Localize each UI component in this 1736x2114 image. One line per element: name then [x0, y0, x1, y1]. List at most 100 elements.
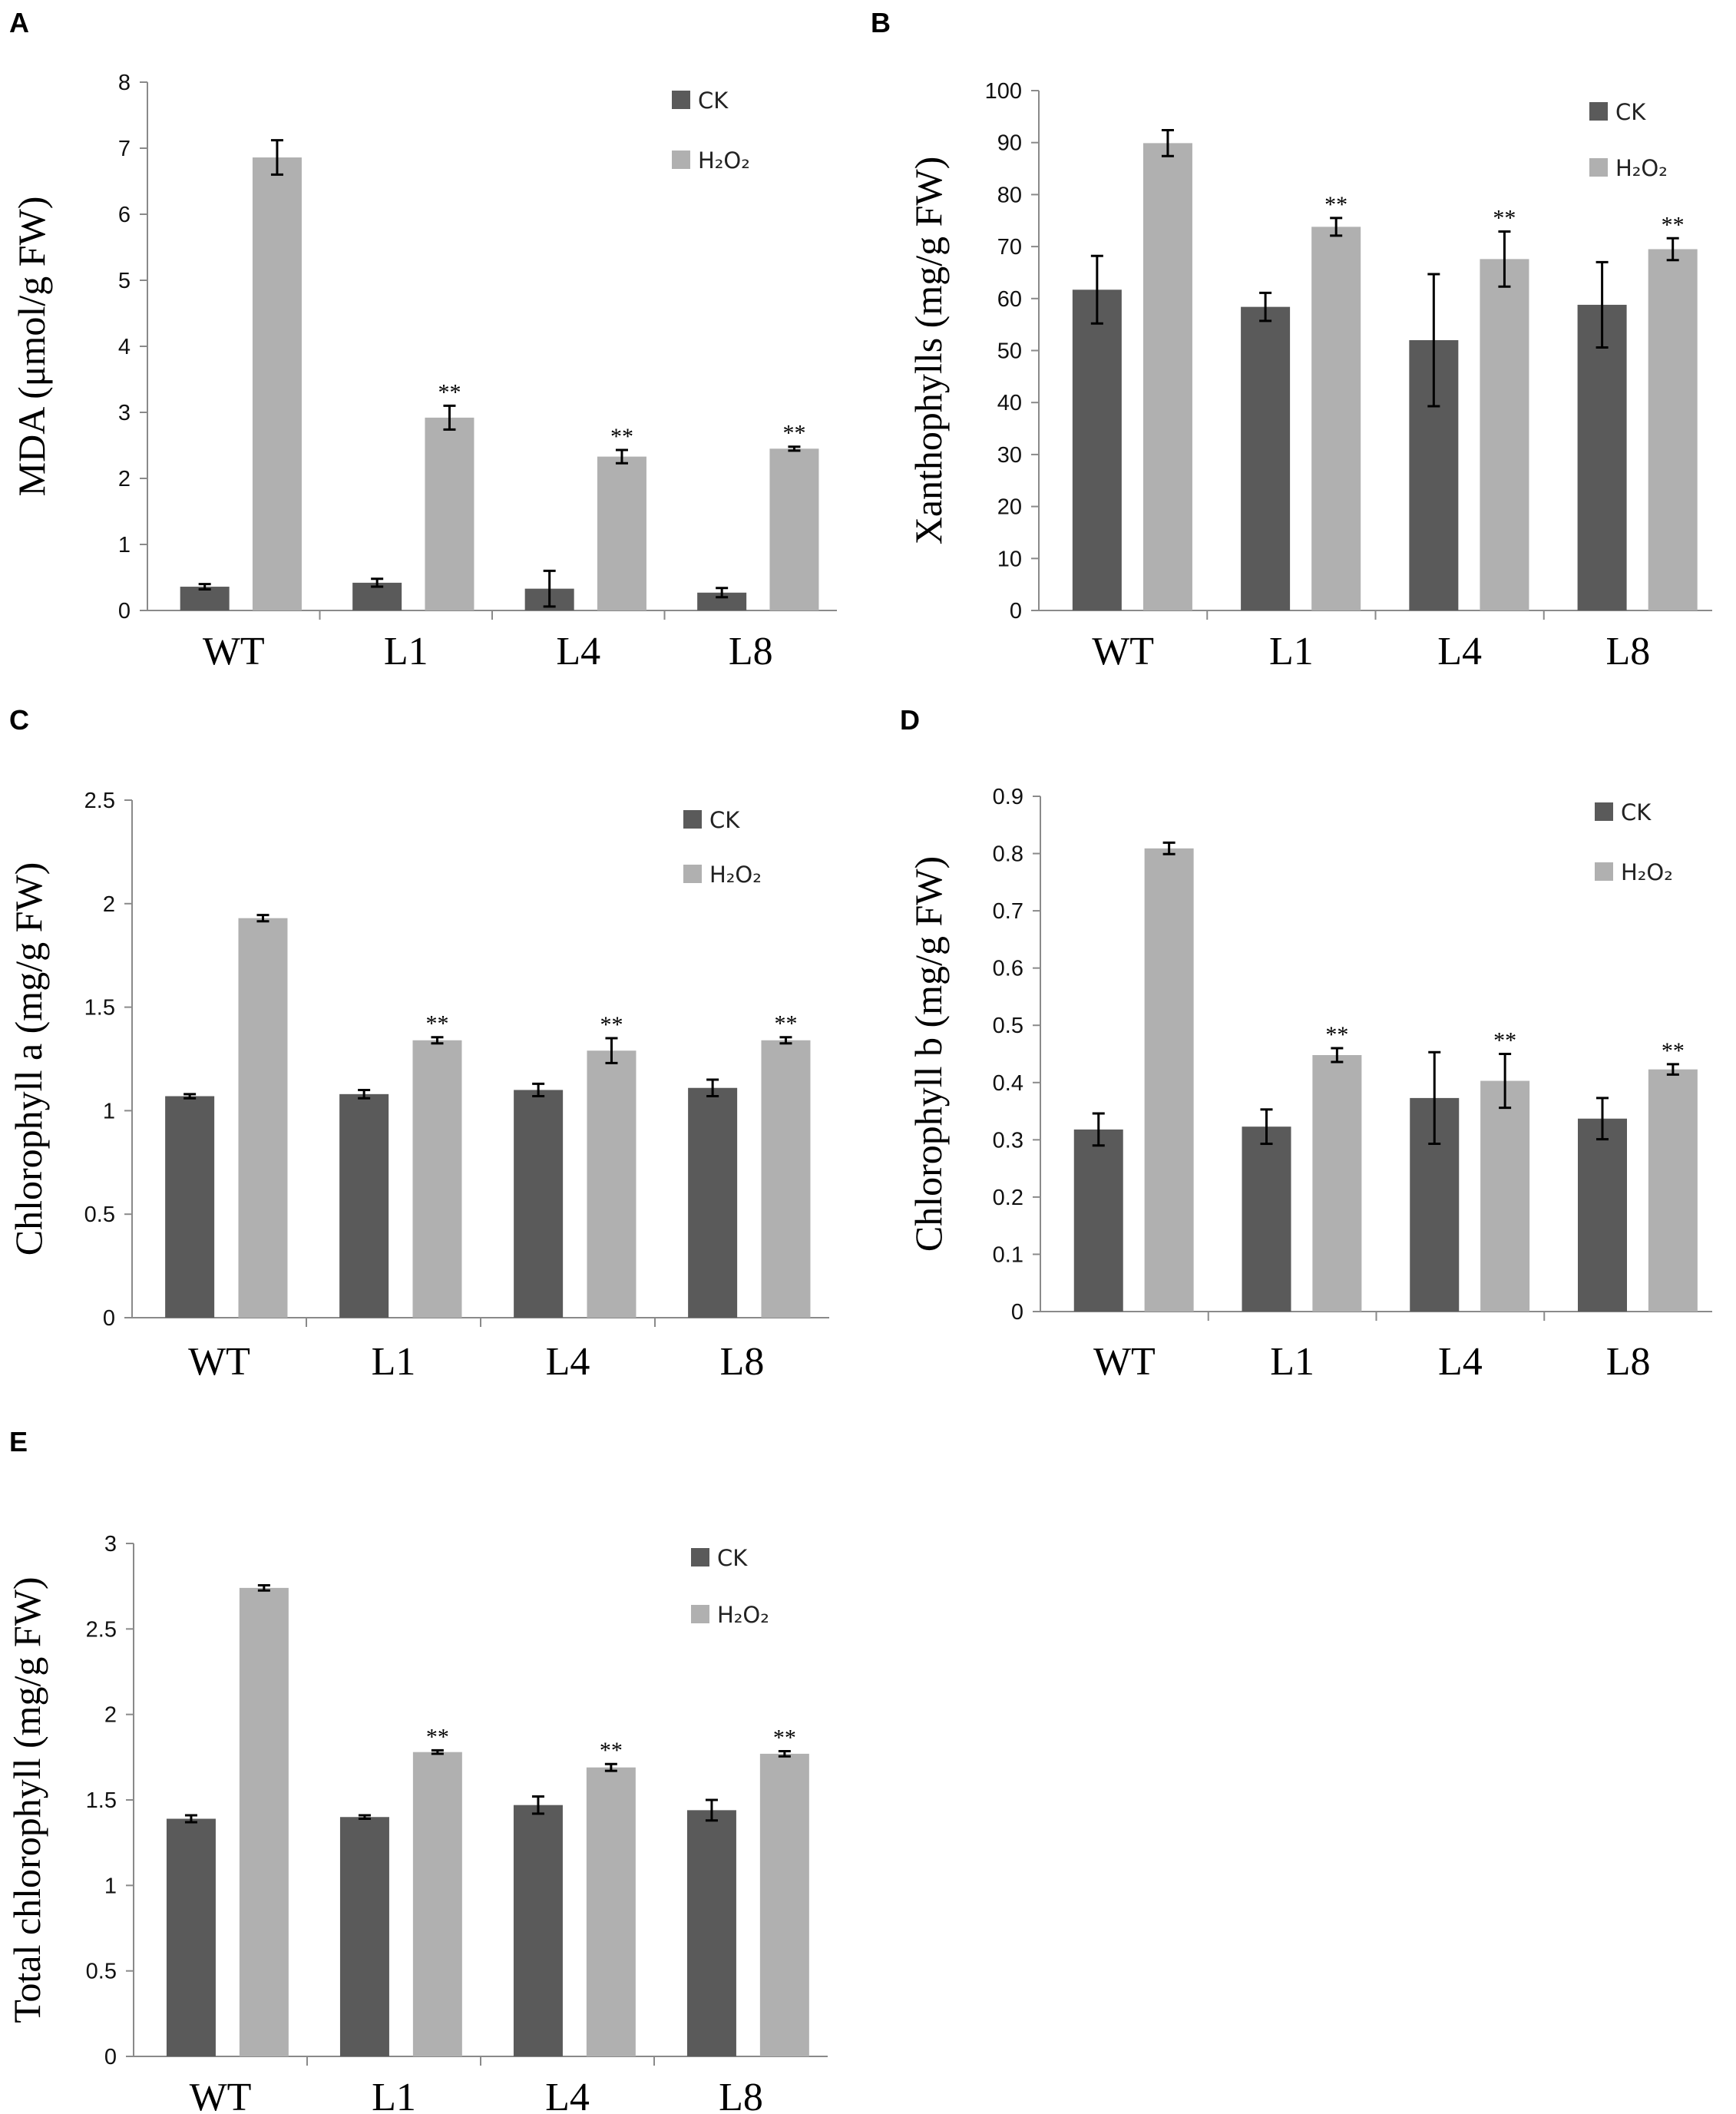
panel-c-legend-label-h2o2: H₂O₂	[709, 862, 762, 888]
panel-b-significance-mark: **	[1662, 212, 1685, 237]
panel-c-error-bar	[779, 1036, 792, 1045]
panel-a-y-title: MDA (μmol/g FW)	[10, 197, 53, 497]
panel-c-category-label: L1	[372, 1340, 416, 1384]
panel-e-legend-label-ck: CK	[717, 1545, 748, 1571]
panel-b-legend-label-ck: CK	[1615, 99, 1646, 125]
panel-c-y-tick-label: 1	[103, 1099, 115, 1123]
panel-b-significance-mark: **	[1493, 205, 1516, 230]
panel-e-significance-mark: **	[773, 1725, 796, 1751]
panel-e-category-label: WT	[190, 2076, 252, 2114]
panel-b-y-tick-label: 60	[997, 287, 1022, 312]
panel-e-error-bar	[705, 1798, 718, 1822]
panel-d-bar-h2o2	[1144, 848, 1194, 1312]
panel-a-bar-h2o2	[425, 417, 475, 610]
panel-b-bar-ck	[1577, 304, 1627, 610]
panel-a-significance-mark: **	[438, 379, 461, 405]
panel-a-category-label: L4	[556, 630, 600, 673]
panel-b-error-bar	[1161, 128, 1174, 157]
panel-c-category-label: WT	[188, 1340, 250, 1384]
panel-a-letter: A	[9, 7, 29, 38]
panel-b-legend-swatch-ck	[1589, 102, 1608, 121]
panel-a-legend-label-ck: CK	[698, 88, 729, 114]
panel-b-bar-h2o2	[1142, 143, 1192, 610]
panel-e-error-bar	[431, 1748, 444, 1755]
panel-d-significance-mark: **	[1325, 1022, 1348, 1047]
panel-d-legend-swatch-ck	[1595, 802, 1613, 821]
panel-e-bar-ck	[686, 1810, 736, 2056]
panel-c-error-bar	[532, 1082, 545, 1098]
panel-e-error-bar	[184, 1814, 197, 1824]
panel-d-significance-mark: **	[1493, 1028, 1516, 1054]
panel-d-error-bar	[1428, 1050, 1441, 1146]
panel-e-bar-h2o2	[759, 1753, 809, 2056]
panel-a-legend-label-h2o2: H₂O₂	[698, 147, 750, 174]
panel-c-bar-h2o2	[238, 918, 288, 1318]
panel-e-bar-ck	[513, 1805, 563, 2056]
panel-d-legend-label-h2o2: H₂O₂	[1621, 859, 1673, 885]
panel-a-error-bar	[198, 583, 211, 591]
panel-a-error-bar	[788, 445, 801, 452]
panel-c-bar-h2o2	[412, 1040, 462, 1318]
panel-d-error-bar	[1162, 841, 1176, 855]
panel-e-category-label: L4	[545, 2076, 590, 2114]
panel-d-bar-h2o2	[1480, 1080, 1530, 1312]
panel-e-error-bar	[778, 1750, 791, 1758]
panel-a-category-label: L1	[384, 630, 428, 673]
panel-b: B 0 10 20 30 40 50 60 70 80 90 100 WT L1 ** L4 ** L8 ** Xan…	[871, 7, 1712, 673]
panel-e-y-tick-label: 2	[104, 1703, 117, 1728]
panel-b-bar-ck	[1241, 306, 1291, 610]
panel-a-legend-swatch-h2o2	[672, 151, 690, 169]
panel-c-error-bar	[184, 1093, 197, 1100]
panel-e-bar-h2o2	[412, 1752, 462, 2056]
panel-c-bar-ck	[339, 1093, 389, 1318]
panel-e-error-bar	[604, 1762, 617, 1772]
panel-d-bar-ck	[1578, 1118, 1627, 1312]
panel-b-y-tick-label: 90	[997, 131, 1022, 156]
panel-e-bar-ck	[166, 1818, 216, 2056]
panel-d-letter: D	[900, 704, 920, 736]
panel-d-significance-mark: **	[1662, 1038, 1685, 1064]
panel-b-y-tick-label: 100	[985, 79, 1022, 104]
panel-c-significance-mark: **	[425, 1011, 448, 1037]
panel-a-significance-mark: **	[782, 421, 805, 446]
panel-a-error-bar	[543, 569, 556, 608]
panel-d-bar-h2o2	[1648, 1069, 1698, 1312]
panel-e-y-tick-label: 0.5	[86, 1960, 117, 1984]
panel-e-significance-mark: **	[600, 1738, 623, 1763]
panel-b-letter: B	[871, 7, 891, 38]
panel-c-category-label: L8	[720, 1340, 765, 1384]
panel-a-error-bar	[615, 448, 628, 465]
panel-b-error-bar	[1666, 237, 1679, 262]
panel-e-error-bar	[358, 1814, 371, 1820]
panel-b-category-label: WT	[1092, 630, 1154, 673]
panel-c: C 0 0.5 1 1.5 2 2.5 WT L1 ** L4 ** L8 ** Chlorophyll a…	[7, 704, 829, 1384]
panel-b-legend-swatch-h2o2	[1589, 158, 1608, 177]
panel-c-error-bar	[358, 1088, 371, 1100]
panel-d-legend: CK H₂O₂	[1595, 799, 1673, 885]
panel-b-y-title: Xanthophylls (mg/g FW)	[907, 157, 950, 545]
panel-d-y-tick-label: 0.2	[993, 1186, 1023, 1210]
panel-d-bar-ck	[1242, 1126, 1291, 1312]
panel-b-y-tick-label: 40	[997, 391, 1022, 415]
panel-e: E 0 0.5 1 1.5 2 2.5 3 WT L1 ** L4 ** L8 ** Total chloro…	[5, 1426, 828, 2114]
panel-e-legend-swatch-h2o2	[691, 1605, 709, 1623]
panel-e-error-bar	[531, 1795, 544, 1815]
panel-e-y-title: Total chlorophyll (mg/g FW)	[5, 1576, 48, 2023]
panel-e-y-tick-label: 0	[104, 2045, 117, 2069]
panel-b-category-label: L4	[1437, 630, 1482, 673]
panel-b-error-bar	[1427, 273, 1440, 408]
panel-d-legend-swatch-h2o2	[1595, 862, 1613, 881]
panel-c-legend-swatch-ck	[683, 810, 702, 829]
panel-c-error-bar	[431, 1036, 444, 1045]
panel-e-bar-h2o2	[586, 1767, 636, 2056]
panel-c-legend-label-ck: CK	[709, 807, 740, 833]
panel-e-category-label: L1	[372, 2076, 416, 2114]
panel-d-y-tick-label: 0.1	[993, 1242, 1023, 1267]
panel-c-y-tick-label: 2.5	[84, 789, 115, 813]
panel-b-y-tick-label: 10	[997, 547, 1022, 571]
panel-e-y-tick-label: 3	[104, 1532, 117, 1557]
panel-d-bar-h2o2	[1312, 1054, 1362, 1312]
panel-c-bar-ck	[165, 1096, 215, 1318]
panel-c-error-bar	[256, 914, 269, 923]
panel-c-error-bar	[706, 1078, 719, 1098]
